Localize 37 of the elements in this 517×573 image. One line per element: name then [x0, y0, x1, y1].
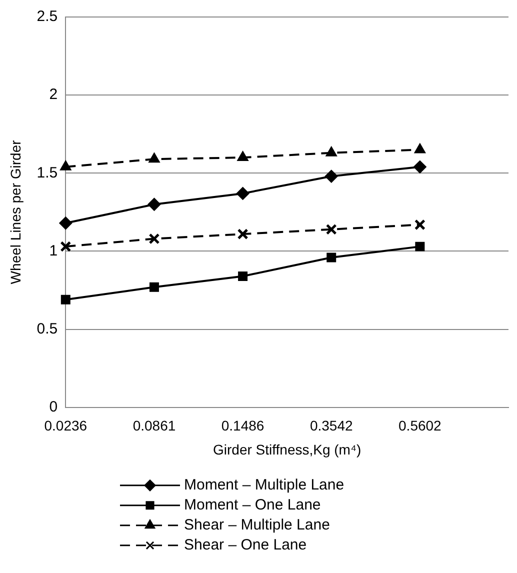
y-tick-label: 2 — [49, 86, 58, 104]
point — [326, 224, 337, 235]
point — [415, 242, 425, 252]
point — [60, 160, 72, 170]
x-tick-label: 0.1486 — [221, 418, 264, 434]
point — [148, 233, 160, 244]
y-tick-label: 1 — [49, 242, 58, 260]
point — [413, 160, 426, 174]
x-tick-label: 0.5602 — [398, 418, 442, 434]
y-tick-label: 1.5 — [36, 164, 58, 182]
legend-label: Shear – Multiple Lane — [184, 516, 330, 534]
point — [414, 219, 426, 230]
x-tick-label: 0.0861 — [132, 418, 176, 434]
point — [237, 151, 248, 162]
point — [149, 282, 159, 292]
point — [414, 143, 426, 154]
point — [236, 186, 250, 200]
y-tick-label: 0.5 — [36, 320, 58, 338]
x-tick-label: 0.3542 — [310, 418, 353, 434]
x-axis-title: Girder Stiffness,Kg (m⁴) — [213, 441, 362, 458]
point — [59, 216, 72, 230]
y-axis-title: Wheel Lines per Girder — [7, 140, 24, 284]
point — [326, 252, 336, 262]
x-tick-label: 0.0236 — [44, 418, 88, 434]
legend-label: Shear – One Lane — [184, 536, 307, 554]
point — [148, 152, 160, 163]
point — [324, 170, 338, 183]
legend-label: Moment – One Lane — [184, 496, 321, 514]
legend-label: Moment – Multiple Lane — [184, 476, 344, 494]
point — [60, 294, 70, 304]
y-tick-label: 0 — [49, 398, 58, 416]
point — [238, 271, 248, 281]
point — [326, 146, 338, 156]
point — [60, 241, 72, 252]
point — [237, 228, 248, 240]
point — [148, 198, 161, 211]
y-tick-label: 2.5 — [36, 8, 58, 26]
